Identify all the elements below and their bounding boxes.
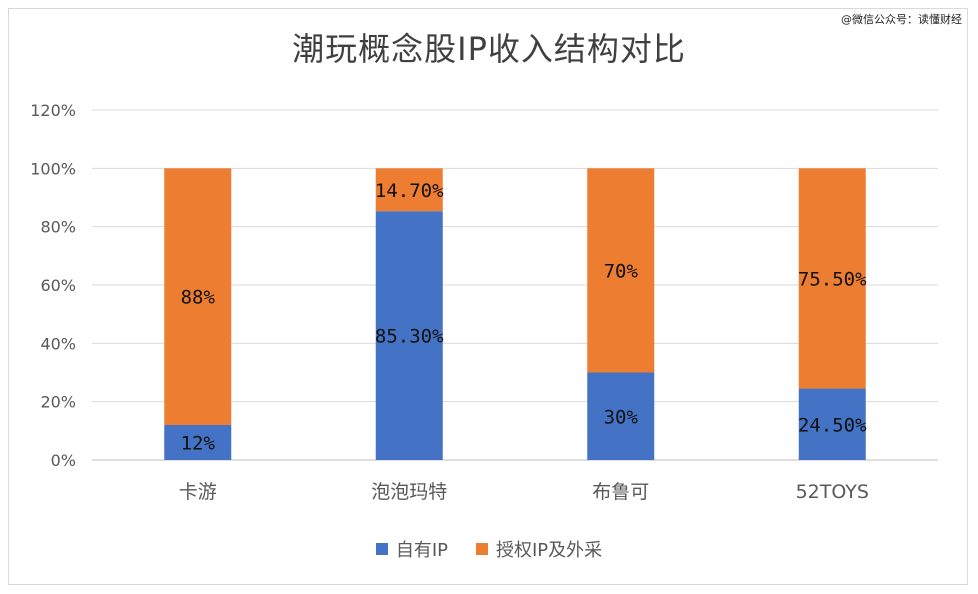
legend-label-licensed-ip: 授权IP及外采 (496, 540, 603, 561)
gridlines (92, 109, 938, 461)
chart-title: 潮玩概念股IP收入结构对比 (292, 30, 686, 68)
data-label: 12% (181, 433, 216, 455)
bars (164, 168, 866, 460)
y-axis-ticks: 0% 20% 40% 60% 80% 100% 120% (30, 101, 76, 470)
data-label: 24.50% (798, 414, 867, 436)
legend-item-licensed-ip: 授权IP及外采 (476, 536, 602, 562)
data-label: 70% (604, 260, 639, 282)
data-label: 75.50% (798, 268, 867, 290)
y-tick-label: 60% (40, 276, 76, 295)
bar-own-ip (375, 211, 443, 460)
x-axis-categories: 卡游 泡泡玛特 布鲁可 52TOYS (179, 481, 869, 503)
bar-own-ip (587, 372, 655, 460)
bar-licensed-ip (164, 168, 232, 426)
bar-licensed-ip (798, 168, 866, 389)
legend-label-own-ip: 自有IP (395, 540, 448, 561)
legend-swatch-own-ip (375, 543, 388, 555)
data-label: 88% (181, 287, 216, 309)
data-labels: 12% 88% 85.30% 14.70% 30% 70% 24.50% 75.50% (181, 180, 868, 455)
legend-item-own-ip: 自有IP (375, 536, 448, 562)
x-category-label: 52TOYS (796, 481, 869, 503)
x-category-label: 布鲁可 (592, 481, 649, 503)
y-tick-label: 40% (40, 334, 76, 353)
y-tick-label: 80% (40, 218, 76, 237)
y-tick-label: 120% (30, 101, 76, 120)
bar-own-ip (164, 425, 232, 460)
legend-swatch-licensed-ip (476, 543, 488, 555)
legend: 自有IP 授权IP及外采 (0, 536, 978, 562)
bar-own-ip (798, 388, 866, 460)
bar-licensed-ip (587, 168, 655, 373)
data-label: 30% (604, 406, 639, 428)
bar-licensed-ip (375, 168, 443, 212)
x-category-label: 泡泡玛特 (371, 481, 447, 503)
y-tick-label: 100% (30, 159, 76, 178)
y-tick-label: 20% (40, 393, 76, 412)
y-tick-label: 0% (51, 451, 76, 470)
data-label: 14.70% (375, 180, 444, 202)
x-category-label: 卡游 (179, 481, 217, 503)
data-label: 85.30% (375, 326, 444, 348)
watermark: @微信公众号：读懂财经 (841, 13, 962, 26)
